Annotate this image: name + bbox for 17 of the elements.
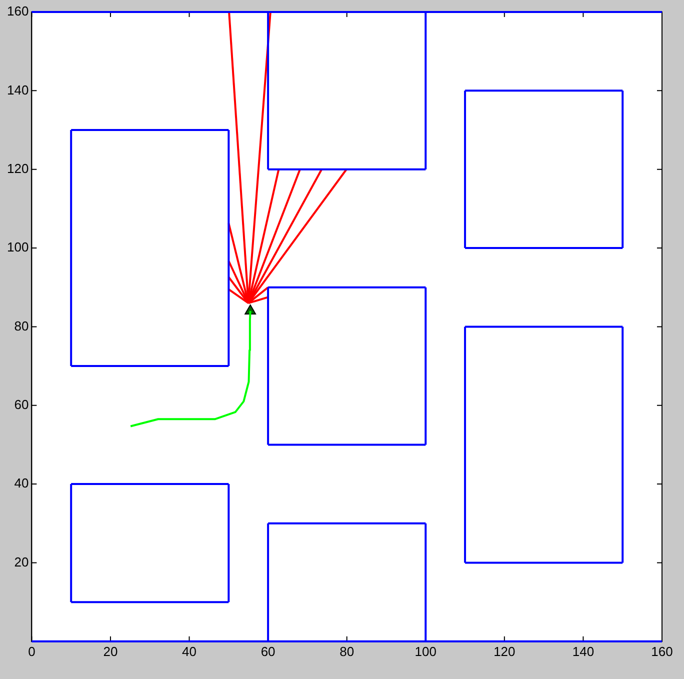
x-tick-label: 140 [572,644,594,659]
x-tick-label: 40 [182,644,196,659]
y-tick-label: 140 [6,82,29,98]
x-tick-label: 0 [28,644,36,659]
y-tick-label: 60 [14,396,29,412]
x-tick-label: 100 [414,644,436,659]
y-tick-label: 80 [14,318,29,334]
y-tick-label: 100 [6,240,29,255]
x-tick-label: 60 [260,644,276,659]
x-tick-label: 160 [651,644,673,659]
x-tick-label: 120 [494,644,516,659]
y-tick-label: 120 [6,160,29,176]
y-tick-label: 160 [6,4,29,19]
x-tick-label: 80 [340,644,354,659]
y-tick-label: 20 [14,554,29,570]
x-tick-label: 20 [103,644,118,659]
y-tick-label: 40 [14,476,29,491]
